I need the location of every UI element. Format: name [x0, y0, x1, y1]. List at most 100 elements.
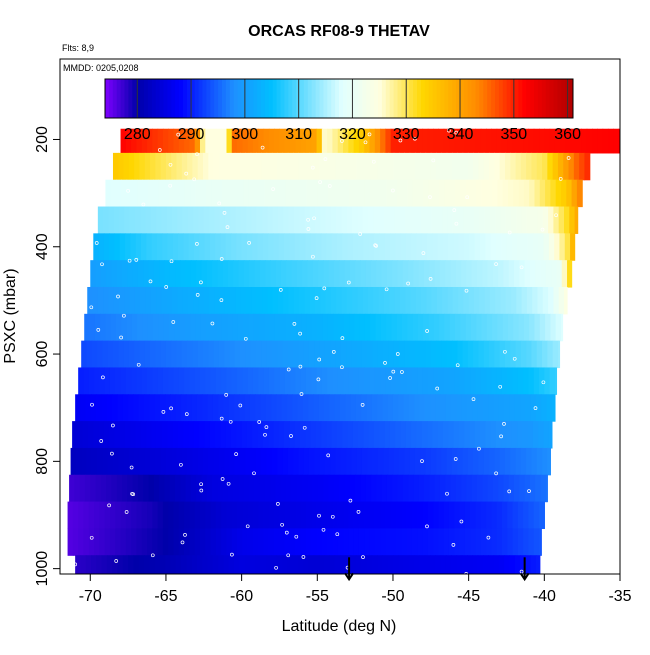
heat-cell	[305, 421, 312, 449]
heat-cell	[218, 555, 225, 574]
heat-cell	[386, 260, 393, 288]
heat-cell	[412, 313, 419, 342]
heat-cell	[302, 555, 309, 574]
sample-point	[100, 262, 104, 267]
colorbar-segment	[144, 79, 149, 118]
heat-cell	[455, 179, 461, 208]
heat-cell	[215, 128, 222, 154]
heat-layer	[97, 206, 579, 234]
heat-cell	[437, 421, 444, 449]
heat-cell	[149, 555, 156, 574]
heat-cell	[316, 528, 323, 556]
heat-cell	[221, 179, 228, 208]
heat-cell	[536, 340, 543, 369]
heat-cell	[195, 179, 202, 208]
heat-cell	[342, 233, 349, 261]
heat-cell	[135, 421, 142, 449]
heat-cell	[140, 206, 147, 234]
heat-cell	[314, 152, 321, 181]
heat-cell	[242, 128, 249, 154]
heat-cell	[216, 179, 223, 208]
heat-cell	[188, 421, 195, 449]
heat-cell	[525, 555, 532, 574]
heat-cell	[237, 128, 243, 154]
heat-cell	[510, 340, 517, 369]
heat-cell	[173, 528, 180, 556]
heat-cell	[371, 474, 377, 503]
heat-cell	[492, 474, 499, 503]
sample-point	[217, 201, 222, 206]
heat-cell	[452, 286, 459, 315]
heat-cell	[308, 447, 315, 476]
heat-cell	[195, 313, 202, 342]
heat-layer	[75, 555, 541, 574]
heat-cell	[158, 313, 165, 342]
heat-cell	[161, 206, 168, 234]
heat-cell	[226, 128, 233, 154]
colorbar-segment	[569, 79, 574, 118]
heat-cell	[377, 394, 383, 422]
sample-point	[90, 402, 94, 407]
heat-cell	[455, 474, 462, 503]
heat-cell	[425, 152, 432, 181]
heat-cell	[162, 367, 169, 395]
colorbar-segment	[545, 79, 551, 118]
colorbar-segment	[448, 79, 453, 118]
heat-cell	[391, 313, 398, 342]
heat-layer	[72, 421, 553, 449]
heat-cell	[118, 340, 125, 369]
heat-cell	[416, 233, 423, 261]
heat-cell	[414, 447, 421, 476]
heat-cell	[442, 233, 449, 261]
heat-cell	[256, 447, 262, 476]
heat-cell	[323, 260, 330, 288]
heat-cell	[150, 152, 156, 181]
heat-cell	[140, 286, 147, 315]
heat-cell	[287, 447, 294, 476]
heat-cell	[202, 555, 209, 574]
heat-cell	[437, 233, 444, 261]
heat-cell	[391, 179, 398, 208]
heat-cell	[462, 340, 469, 369]
heat-cell	[251, 206, 258, 234]
heat-cell	[99, 501, 106, 529]
heat-cell	[535, 260, 542, 288]
heat-cell	[382, 394, 389, 422]
heat-cell	[224, 286, 231, 315]
heat-cell	[166, 286, 173, 315]
heat-cell	[252, 233, 259, 261]
heat-cell	[433, 528, 439, 556]
heat-cell	[214, 206, 221, 234]
heat-cell	[128, 447, 135, 476]
heat-cell	[363, 421, 370, 449]
colorbar-segment	[206, 79, 211, 118]
heat-cell	[530, 394, 537, 422]
sample-point	[169, 406, 173, 411]
heat-cell	[112, 555, 119, 574]
heat-cell	[454, 367, 461, 395]
heat-cell	[424, 260, 430, 288]
colorbar-segment	[561, 79, 566, 118]
heat-cell	[464, 367, 471, 395]
heat-cell	[187, 152, 194, 181]
heat-cell	[334, 394, 341, 422]
heat-cell	[503, 474, 510, 503]
heat-cell	[533, 501, 540, 529]
sample-point	[274, 565, 278, 570]
heat-cell	[243, 474, 250, 503]
heat-cell	[91, 447, 98, 476]
heat-cell	[312, 313, 318, 342]
heat-cell	[336, 286, 343, 315]
sample-point	[169, 259, 174, 264]
heat-cell	[131, 501, 138, 529]
heat-cell	[345, 394, 352, 422]
sample-point	[195, 293, 200, 297]
heat-cell	[295, 128, 302, 154]
heat-cell	[91, 394, 97, 422]
sample-point	[116, 294, 120, 299]
heat-cell	[189, 528, 196, 556]
heat-cell	[351, 152, 358, 181]
sample-point	[111, 423, 115, 428]
heat-cell	[407, 179, 414, 208]
heat-cell	[498, 555, 505, 574]
